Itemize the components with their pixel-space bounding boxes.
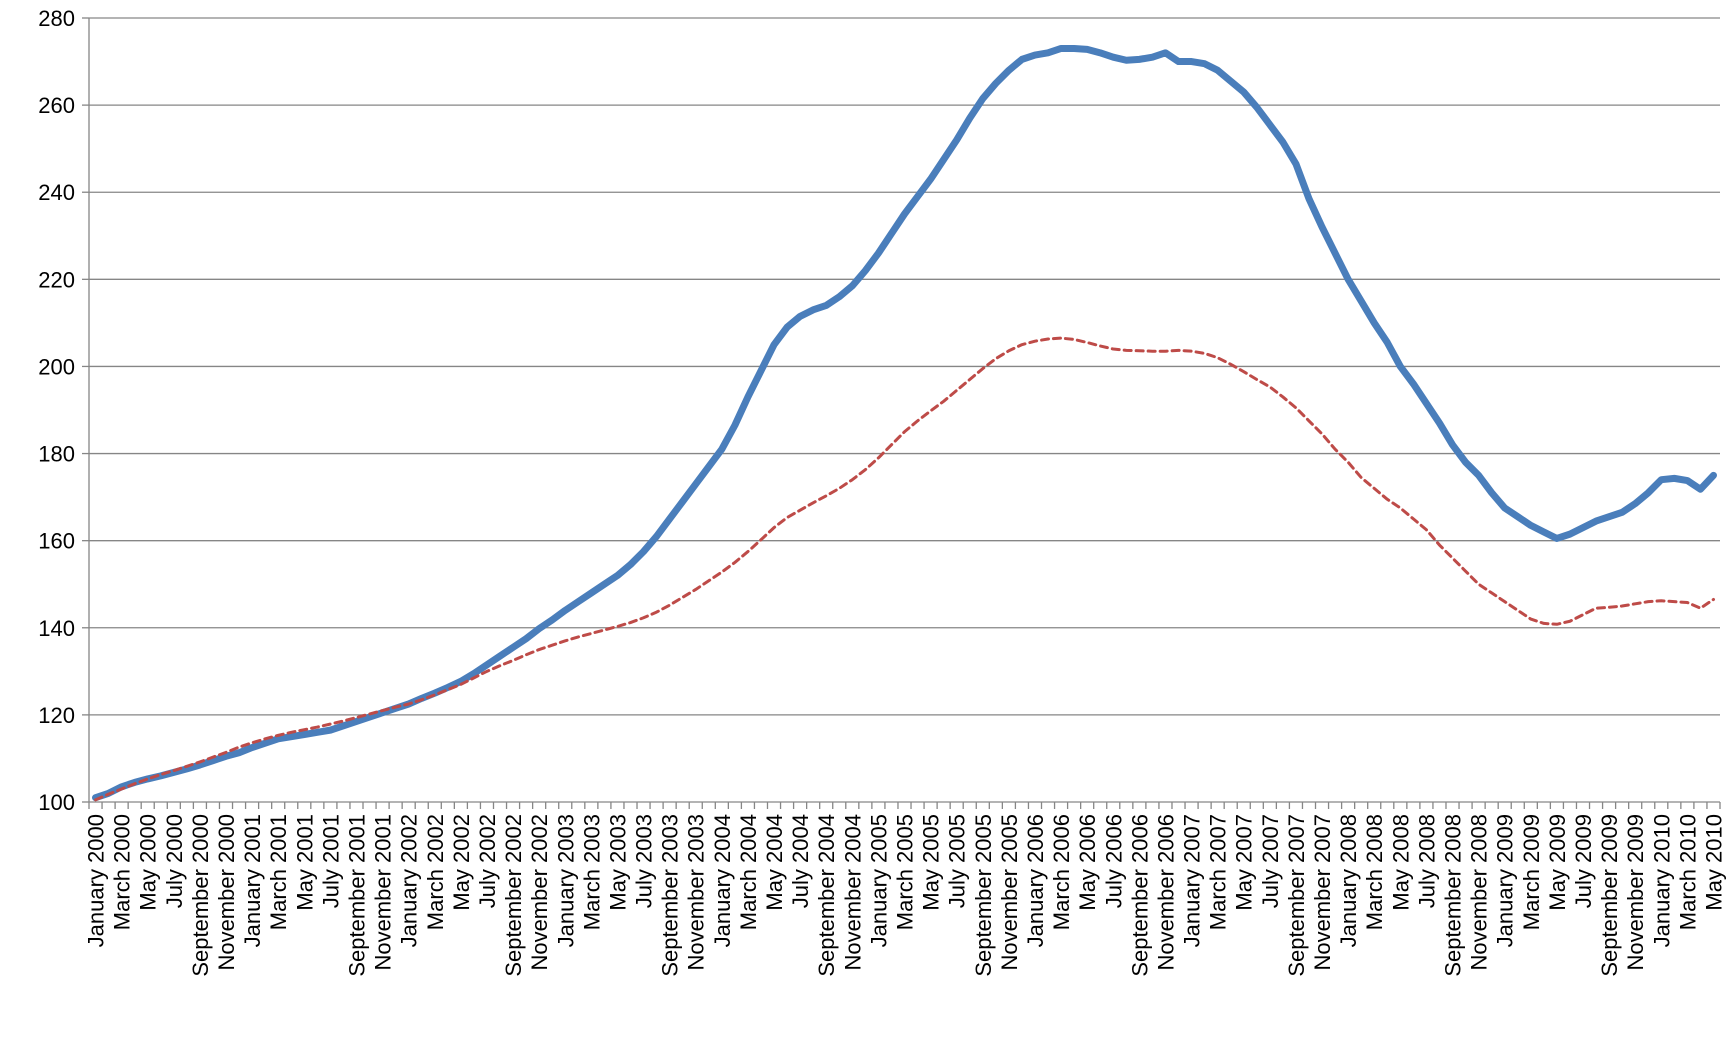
x-tick-label: September 2005 — [971, 814, 996, 977]
x-tick-label: May 2008 — [1388, 814, 1413, 911]
x-tick-label: July 2005 — [945, 814, 970, 908]
x-tick-label: July 2002 — [475, 814, 500, 908]
x-tick-label: May 2004 — [762, 814, 787, 911]
x-tick-label: July 2008 — [1414, 814, 1439, 908]
x-tick-label: September 2001 — [344, 814, 369, 977]
x-tick-label: November 2003 — [684, 814, 709, 971]
x-tick-label: March 2002 — [423, 814, 448, 930]
x-tick-label: May 2001 — [292, 814, 317, 911]
x-tick-label: September 2002 — [501, 814, 526, 977]
y-tick-label: 200 — [38, 354, 75, 379]
x-tick-label: July 2006 — [1101, 814, 1126, 908]
x-tick-label: September 2006 — [1127, 814, 1152, 977]
x-tick-label: September 2004 — [814, 814, 839, 977]
x-tick-label: March 2008 — [1362, 814, 1387, 930]
y-tick-label: 180 — [38, 442, 75, 467]
x-tick-label: September 2007 — [1284, 814, 1309, 977]
x-tick-label: January 2003 — [553, 814, 578, 947]
y-tick-label: 140 — [38, 616, 75, 641]
x-tick-label: July 2000 — [162, 814, 187, 908]
x-tick-label: January 2008 — [1336, 814, 1361, 947]
x-tick-label: January 2010 — [1649, 814, 1674, 947]
x-tick-label: May 2002 — [449, 814, 474, 911]
x-tick-label: May 2000 — [136, 814, 161, 911]
x-tick-label: July 2001 — [318, 814, 343, 908]
x-tick-label: November 2005 — [997, 814, 1022, 971]
x-tick-label: November 2000 — [214, 814, 239, 971]
x-tick-label: January 2002 — [397, 814, 422, 947]
x-tick-label: January 2000 — [84, 814, 109, 947]
line-series — [94, 336, 1715, 802]
x-tick-label: July 2009 — [1571, 814, 1596, 908]
x-tick-label: November 2007 — [1310, 814, 1335, 971]
line-series — [92, 44, 1717, 802]
x-tick-label: November 2002 — [527, 814, 552, 971]
x-tick-label: March 2009 — [1519, 814, 1544, 930]
x-tick-label: March 2005 — [893, 814, 918, 930]
x-tick-label: January 2005 — [866, 814, 891, 947]
x-tick-label: March 2004 — [736, 814, 761, 930]
x-tick-label: November 2008 — [1467, 814, 1492, 971]
x-tick-label: July 2007 — [1258, 814, 1283, 908]
y-tick-label: 260 — [38, 93, 75, 118]
x-tick-label: March 2000 — [110, 814, 135, 930]
x-tick-label: March 2007 — [1206, 814, 1231, 930]
x-tick-label: January 2004 — [710, 814, 735, 947]
x-tick-label: September 2000 — [188, 814, 213, 977]
x-tick-label: September 2003 — [658, 814, 683, 977]
x-tick-label: May 2007 — [1232, 814, 1257, 911]
x-tick-label: November 2009 — [1623, 814, 1648, 971]
x-tick-label: May 2009 — [1545, 814, 1570, 911]
x-tick-label: March 2001 — [266, 814, 291, 930]
x-tick-label: May 2006 — [1075, 814, 1100, 911]
x-tick-label: March 2006 — [1049, 814, 1074, 930]
x-tick-label: March 2003 — [579, 814, 604, 930]
x-tick-label: January 2001 — [240, 814, 265, 947]
y-tick-label: 240 — [38, 180, 75, 205]
y-tick-label: 160 — [38, 529, 75, 554]
x-tick-label: January 2007 — [1180, 814, 1205, 947]
y-tick-label: 280 — [38, 6, 75, 31]
x-tick-label: November 2006 — [1153, 814, 1178, 971]
x-tick-label: January 2006 — [1023, 814, 1048, 947]
x-tick-label: November 2004 — [840, 814, 865, 971]
x-tick-label: July 2003 — [632, 814, 657, 908]
x-tick-label: July 2004 — [788, 814, 813, 908]
y-tick-label: 120 — [38, 703, 75, 728]
x-tick-label: May 2005 — [919, 814, 944, 911]
x-tick-label: September 2009 — [1597, 814, 1622, 977]
x-tick-label: May 2003 — [605, 814, 630, 911]
x-tick-label: November 2001 — [371, 814, 396, 971]
y-tick-label: 100 — [38, 790, 75, 815]
y-tick-label: 220 — [38, 267, 75, 292]
x-tick-label: September 2008 — [1441, 814, 1466, 977]
x-tick-label: May 2010 — [1701, 814, 1726, 911]
x-tick-label: January 2009 — [1493, 814, 1518, 947]
x-tick-label: March 2010 — [1675, 814, 1700, 930]
